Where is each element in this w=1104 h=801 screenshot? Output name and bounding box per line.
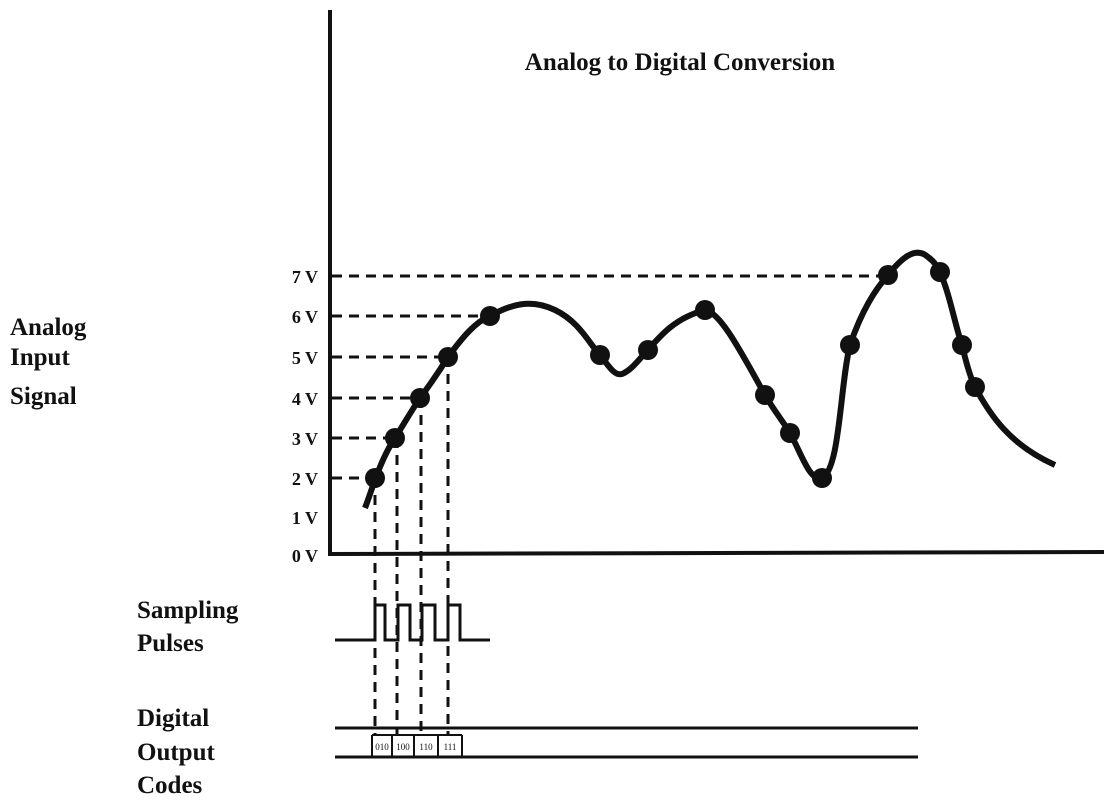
- side-label: Analog: [10, 314, 87, 341]
- side-label: Codes: [137, 772, 203, 799]
- sample-dot: [755, 385, 775, 405]
- voltage-label: 1 V: [292, 508, 318, 528]
- sample-dot: [812, 468, 832, 488]
- sample-dot: [695, 300, 715, 320]
- code-boxes: [371, 734, 463, 757]
- sample-dot: [410, 388, 430, 408]
- sample-dot: [780, 423, 800, 443]
- sample-dot: [840, 335, 860, 355]
- code: 100: [396, 742, 410, 752]
- code: 010: [375, 742, 389, 752]
- guides: [332, 274, 888, 735]
- side-label: Output: [137, 739, 215, 766]
- sample-dot: [930, 262, 950, 282]
- code: 111: [444, 742, 457, 752]
- sample-dot: [590, 345, 610, 365]
- voltage-label: 2 V: [292, 469, 318, 489]
- sampling-pulses: [335, 603, 490, 642]
- side-label: Pulses: [137, 630, 204, 657]
- side-label: Sampling: [137, 597, 239, 624]
- sample-points: [365, 262, 985, 488]
- sample-dot: [365, 468, 385, 488]
- voltage-label: 5 V: [292, 348, 318, 368]
- sample-dot: [480, 306, 500, 326]
- x-axis: [327, 550, 1104, 556]
- voltage-label: 6 V: [292, 307, 318, 327]
- analog-signal: [362, 249, 1057, 510]
- sample-dot: [965, 377, 985, 397]
- voltage-label: 0 V: [292, 546, 318, 566]
- title: Analog to Digital Conversion: [525, 49, 836, 76]
- sample-dot: [878, 265, 898, 285]
- level-guides: [332, 274, 888, 480]
- sample-dot: [385, 428, 405, 448]
- voltage-label: 4 V: [292, 389, 318, 409]
- voltage-label: 3 V: [292, 429, 318, 449]
- sample-dot: [952, 335, 972, 355]
- side-label: Signal: [10, 383, 77, 410]
- side-label: Input: [10, 344, 70, 371]
- code: 110: [419, 742, 433, 752]
- side-label: Digital: [137, 705, 209, 732]
- voltage-label: 7 V: [292, 267, 318, 287]
- sample-dot: [638, 340, 658, 360]
- sample-dot: [438, 347, 458, 367]
